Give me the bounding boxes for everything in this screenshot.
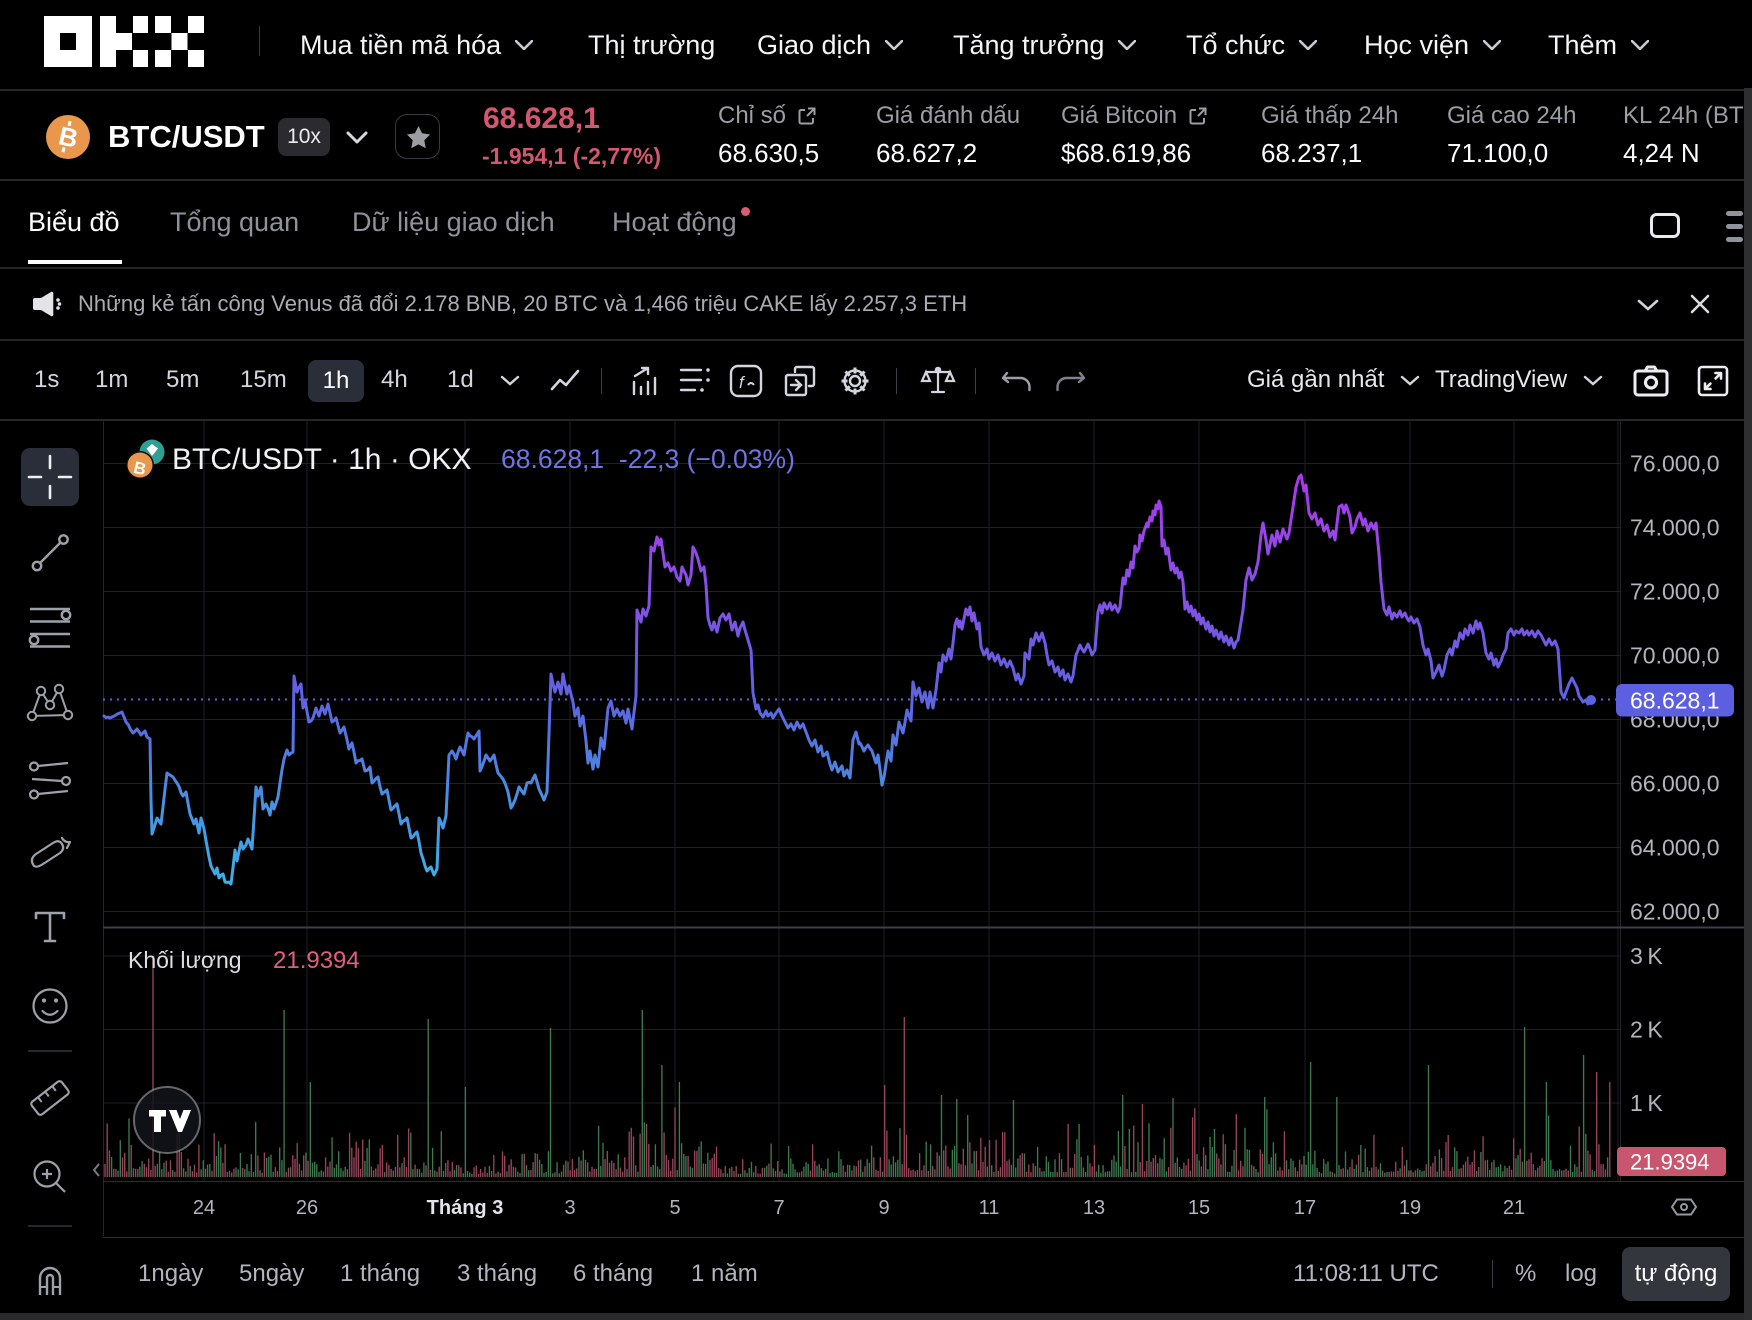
svg-text:21.9394: 21.9394 bbox=[1630, 1150, 1710, 1175]
svg-text:5: 5 bbox=[669, 1197, 680, 1219]
svg-text:11: 11 bbox=[979, 1197, 1000, 1219]
svg-text:68.628,1: 68.628,1 bbox=[1630, 688, 1720, 714]
svg-text:BTC/USDT · 1h · OKX: BTC/USDT · 1h · OKX bbox=[172, 443, 472, 476]
svg-text:24: 24 bbox=[193, 1197, 215, 1219]
svg-text:Tháng 3: Tháng 3 bbox=[427, 1197, 504, 1219]
svg-text:66.000,0: 66.000,0 bbox=[1630, 771, 1720, 797]
svg-text:68.628,1 -22,3 (−0.03%): 68.628,1 -22,3 (−0.03%) bbox=[501, 444, 795, 474]
svg-text:B: B bbox=[132, 458, 148, 479]
svg-text:26: 26 bbox=[296, 1197, 318, 1219]
svg-text:21: 21 bbox=[1503, 1197, 1525, 1219]
svg-text:9: 9 bbox=[878, 1197, 889, 1219]
svg-text:13: 13 bbox=[1083, 1197, 1105, 1219]
svg-text:70.000,0: 70.000,0 bbox=[1630, 643, 1720, 669]
svg-text:19: 19 bbox=[1399, 1197, 1421, 1219]
svg-text:72.000,0: 72.000,0 bbox=[1630, 579, 1720, 605]
svg-text:Khối lượng: Khối lượng bbox=[128, 947, 242, 973]
svg-text:f: f bbox=[739, 373, 746, 392]
svg-text:74.000,0: 74.000,0 bbox=[1630, 515, 1720, 541]
svg-text:21.9394: 21.9394 bbox=[273, 947, 360, 974]
svg-text:17: 17 bbox=[1294, 1197, 1316, 1219]
svg-text:2 K: 2 K bbox=[1630, 1017, 1663, 1043]
svg-text:3: 3 bbox=[564, 1197, 575, 1219]
svg-text:62.000,0: 62.000,0 bbox=[1630, 899, 1720, 925]
svg-text:1 K: 1 K bbox=[1630, 1090, 1663, 1116]
svg-text:15: 15 bbox=[1188, 1197, 1210, 1219]
svg-text:7: 7 bbox=[773, 1197, 784, 1219]
svg-text:64.000,0: 64.000,0 bbox=[1630, 835, 1720, 861]
svg-text:76.000,0: 76.000,0 bbox=[1630, 451, 1720, 477]
svg-text:3 K: 3 K bbox=[1630, 943, 1663, 969]
